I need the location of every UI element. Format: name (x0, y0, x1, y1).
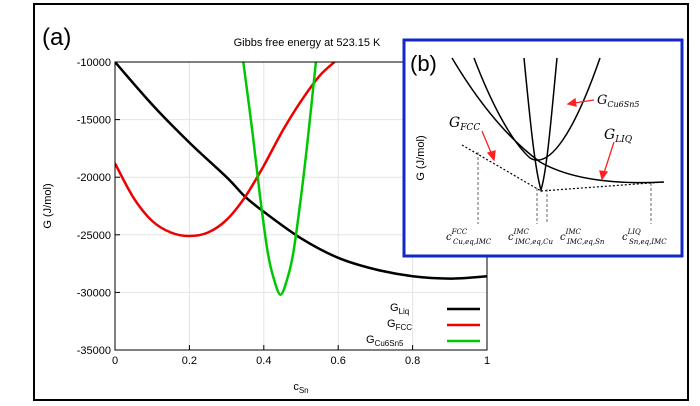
y-tick-label: -20000 (77, 172, 111, 184)
y-tick-label: -25000 (77, 230, 111, 242)
arrow-fcc (481, 130, 493, 156)
legend-label-fcc: GFCC (387, 318, 412, 332)
marker-c-imc-cu-sup: IMC (513, 228, 530, 236)
series-line-gliq (115, 62, 487, 280)
marker-c-imc-cu-sub: IMC,eq,Cu (514, 238, 553, 246)
panel-b-cu6sn5-curve (523, 57, 558, 193)
legend-item-cu6sn5: GCu6Sn5 (366, 334, 480, 348)
legend-item-liq: GLiq (390, 302, 480, 316)
x-axis-label-sub: Sn (299, 386, 309, 395)
legend-label-liq-sub: Liq (399, 307, 410, 316)
marker-c-imc-sn-base: c (560, 232, 566, 243)
x-tick-label: 0.4 (256, 355, 271, 367)
marker-c-fcc-sup: FCC (451, 228, 468, 236)
x-tick-label: 0.8 (405, 355, 420, 367)
legend-label-liq-base: G (390, 302, 399, 314)
panel-b-label-gfcc: GFCC (449, 115, 480, 133)
gliq-base: G (604, 127, 615, 143)
panel-b-label: (b) (410, 51, 437, 76)
panel-b-tangent-imc-liq (540, 181, 665, 192)
marker-c-fcc-sub: Cu,eq,IMC (453, 238, 492, 246)
panel-a-x-axis-label: cSn (293, 381, 308, 395)
gliq-sub: LIQ (614, 135, 633, 145)
gcu6sn5-sub: Cu6Sn5 (607, 100, 639, 109)
legend-label-cu6sn5-sub: Cu6Sn5 (375, 339, 404, 348)
gfcc-sub: FCC (459, 123, 480, 133)
y-tick-label: -35000 (77, 345, 111, 357)
arrow-liq-head (599, 170, 609, 181)
panel-b-arrows (481, 97, 615, 181)
panel-b-liq-curve (451, 57, 665, 184)
panel-a-title: Gibbs free energy at 523.15 K (234, 37, 381, 49)
series-line-gcu6sn5 (242, 62, 318, 296)
legend-label-cu6sn5: GCu6Sn5 (366, 334, 404, 348)
marker-c-imc-sn: cIMC IMC,eq,Sn (560, 228, 605, 246)
arrow-cu6sn5 (573, 99, 595, 104)
panel-b-y-axis-label: G (J/mol) (415, 135, 427, 180)
legend-label-fcc-base: G (387, 318, 396, 330)
marker-c-liq-base: c (622, 232, 628, 243)
panel-a-y-axis-label: G (J/mol) (42, 183, 54, 228)
arrow-fcc-head (486, 150, 496, 162)
x-tick-label: 0.6 (331, 355, 346, 367)
panel-a-ticks: 0 0.2 0.4 0.6 0.8 1 -10000 -15000 -20000 -25000 -3… (77, 57, 490, 367)
marker-c-liq: cLIQ Sn,eq,IMC (622, 228, 667, 246)
x-axis-label-base: c (293, 381, 299, 393)
panel-a-curves (115, 62, 487, 296)
marker-c-imc-sn-sub: IMC,eq,Sn (566, 238, 605, 246)
series-line-gfcc (115, 62, 336, 238)
marker-c-imc-cu: cIMC IMC,eq,Cu (508, 228, 553, 246)
marker-c-liq-sup: LIQ (627, 228, 641, 236)
panel-b-x-markers: cFCC Cu,eq,IMC cIMC IMC,eq,Cu cIMC IMC,eq,S… (446, 228, 667, 246)
panel-b-label-gliq: GLIQ (604, 127, 633, 145)
y-tick-label: -30000 (77, 287, 111, 299)
y-tick-label: -15000 (77, 115, 111, 127)
marker-c-imc-sn-sup: IMC (565, 228, 582, 236)
marker-c-liq-sub: Sn,eq,IMC (629, 238, 667, 246)
x-tick-label: 0 (112, 355, 118, 367)
gfcc-base: G (449, 115, 460, 131)
panel-a-label: (a) (42, 24, 71, 51)
marker-c-fcc-base: c (446, 232, 452, 243)
panel-b-fcc-curve (473, 57, 601, 161)
arrow-cu6sn5-head (566, 97, 577, 107)
x-tick-label: 1 (484, 355, 490, 367)
legend-label-fcc-sub: FCC (396, 323, 413, 332)
legend-label-liq: GLiq (390, 302, 409, 316)
y-tick-label: -10000 (77, 57, 111, 69)
panel-b-inset: (b) G (J/mol) GFCC GCu6Sn5 GLIQ cFCC Cu (402, 38, 684, 258)
panel-b-frame (402, 38, 684, 258)
x-tick-label: 0.2 (182, 355, 197, 367)
marker-c-fcc: cFCC Cu,eq,IMC (446, 228, 492, 246)
panel-b-tangent-fcc-imc (461, 144, 542, 192)
panel-a-legend: GLiq GFCC GCu6Sn5 (366, 302, 480, 348)
arrow-liq (603, 141, 615, 174)
panel-b-label-gcu6sn5: GCu6Sn5 (597, 93, 639, 109)
legend-label-cu6sn5-base: G (366, 334, 375, 346)
gcu6sn5-base: G (597, 93, 607, 108)
legend-item-fcc: GFCC (387, 318, 480, 332)
marker-c-imc-cu-base: c (508, 232, 514, 243)
